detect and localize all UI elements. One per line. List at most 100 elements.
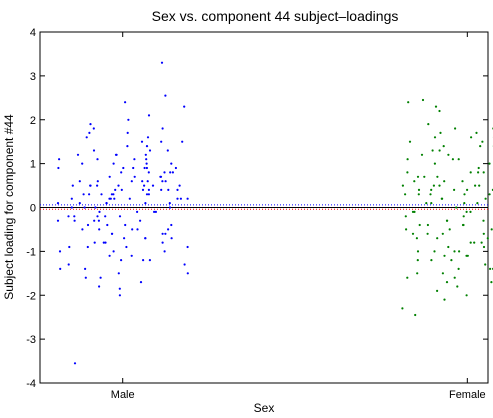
male-point bbox=[148, 259, 151, 262]
male-point bbox=[146, 180, 149, 183]
female-point bbox=[430, 202, 433, 205]
male-point bbox=[120, 259, 123, 262]
male-point bbox=[163, 250, 166, 253]
male-point bbox=[161, 241, 164, 244]
male-point bbox=[143, 166, 146, 170]
female-point bbox=[411, 210, 415, 213]
female-point bbox=[431, 149, 434, 152]
female-point bbox=[436, 237, 439, 240]
y-tick-label: -3 bbox=[26, 334, 36, 346]
male-point bbox=[145, 166, 148, 170]
male-point bbox=[140, 140, 144, 143]
female-point bbox=[458, 250, 461, 253]
male-point bbox=[181, 140, 184, 143]
male-point bbox=[88, 193, 91, 196]
male-point bbox=[81, 162, 84, 165]
female-point bbox=[484, 263, 487, 266]
male-point bbox=[94, 206, 97, 209]
female-point bbox=[486, 237, 489, 240]
male-point bbox=[164, 232, 167, 235]
male-point bbox=[130, 254, 133, 257]
reference-lines bbox=[40, 204, 488, 210]
male-point bbox=[151, 184, 155, 187]
female-point bbox=[438, 109, 441, 113]
female-point bbox=[423, 175, 426, 178]
female-point bbox=[417, 193, 420, 196]
male-point bbox=[96, 215, 99, 218]
male-point bbox=[131, 228, 134, 231]
male-point bbox=[99, 276, 102, 279]
male-point bbox=[70, 197, 73, 200]
male-point bbox=[147, 114, 151, 117]
male-point bbox=[144, 202, 147, 205]
data-points bbox=[56, 61, 493, 365]
female-point bbox=[465, 294, 468, 297]
male-point bbox=[70, 206, 73, 209]
male-point bbox=[71, 184, 74, 187]
female-point bbox=[404, 193, 407, 196]
female-point bbox=[438, 149, 441, 152]
male-point bbox=[89, 123, 92, 126]
male-point bbox=[100, 193, 103, 196]
male-point bbox=[147, 171, 150, 174]
male-point bbox=[136, 210, 139, 213]
male-point bbox=[159, 175, 163, 178]
female-point bbox=[477, 171, 480, 174]
female-point bbox=[401, 184, 404, 187]
male-point bbox=[144, 237, 147, 240]
male-point bbox=[178, 184, 181, 187]
male-point bbox=[86, 245, 89, 249]
male-point bbox=[98, 228, 101, 231]
male-point bbox=[120, 188, 123, 191]
female-point bbox=[447, 153, 450, 156]
female-point bbox=[488, 193, 491, 196]
male-point bbox=[113, 197, 116, 200]
female-point bbox=[436, 175, 439, 178]
female-point bbox=[415, 237, 418, 240]
male-point bbox=[78, 180, 81, 183]
male-point bbox=[78, 202, 81, 205]
male-point bbox=[123, 237, 126, 240]
female-point bbox=[405, 228, 408, 231]
female-point bbox=[488, 162, 491, 165]
female-point bbox=[463, 193, 466, 196]
x-axis: Male Female bbox=[111, 32, 486, 401]
female-point bbox=[433, 162, 436, 165]
female-point bbox=[406, 158, 409, 161]
female-point bbox=[429, 193, 432, 196]
female-point bbox=[478, 184, 481, 187]
female-point bbox=[448, 228, 451, 231]
male-point bbox=[108, 254, 111, 257]
y-tick-label: 1 bbox=[30, 159, 36, 171]
male-point bbox=[170, 223, 173, 227]
male-point bbox=[73, 215, 76, 218]
female-point bbox=[490, 228, 493, 231]
female-point bbox=[406, 171, 409, 174]
male-point bbox=[110, 193, 113, 196]
male-point bbox=[81, 228, 84, 231]
male-point bbox=[68, 245, 71, 249]
female-point bbox=[447, 245, 450, 249]
male-point bbox=[118, 215, 122, 218]
female-point bbox=[479, 145, 482, 148]
male-point bbox=[92, 127, 95, 130]
female-point bbox=[461, 180, 464, 183]
female-point bbox=[461, 223, 465, 227]
female-point bbox=[465, 210, 468, 213]
male-point bbox=[166, 149, 169, 152]
male-point bbox=[128, 197, 131, 200]
female-point bbox=[453, 250, 456, 253]
male-point bbox=[96, 158, 99, 161]
female-point bbox=[404, 215, 407, 218]
male-point bbox=[164, 180, 167, 183]
female-point bbox=[443, 180, 446, 183]
male-point bbox=[144, 153, 147, 156]
male-point bbox=[124, 223, 127, 227]
male-point bbox=[89, 184, 92, 187]
female-point bbox=[482, 232, 485, 235]
male-point bbox=[186, 245, 189, 249]
female-point bbox=[411, 232, 415, 235]
male-point bbox=[110, 232, 114, 235]
male-point bbox=[105, 202, 108, 205]
male-point bbox=[142, 259, 145, 262]
